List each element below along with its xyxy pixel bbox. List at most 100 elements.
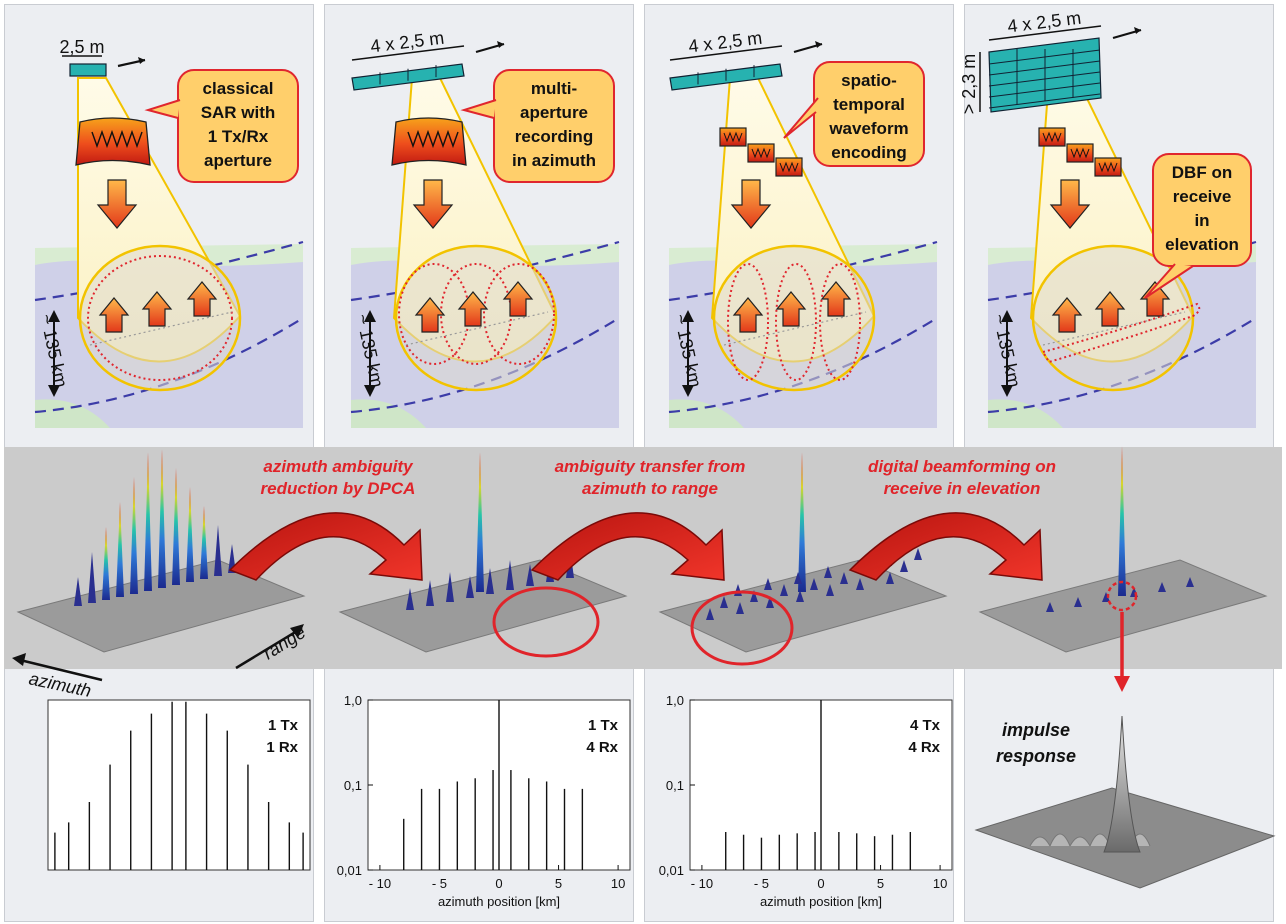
target-arrow-1 (1094, 291, 1126, 327)
tx-rx-label: 4 Rx (908, 739, 940, 756)
panel-geometry-waveform: ~ 135 km4 x 2,5 mspatio-temporalwaveform… (668, 28, 938, 428)
antenna-label: 2,5 m (59, 37, 104, 57)
swath-dim-arrow-down (682, 385, 694, 397)
callout-line: spatio- (841, 71, 897, 90)
down-arrow (1049, 179, 1091, 229)
transition-1: ambiguity transfer from azimuth to range (530, 457, 745, 581)
pulse-wave (91, 129, 143, 149)
ambiguity-spike-8 (186, 487, 194, 582)
ambiguity-spike-5 (1158, 582, 1166, 592)
x-tick-label: 5 (877, 876, 884, 891)
x-tick-label: 0 (817, 876, 824, 891)
ambiguity-spike-2 (736, 602, 744, 614)
plot-area (47, 699, 311, 871)
range-arrowhead (290, 624, 304, 638)
antenna-label: 4 x 2,5 m (687, 28, 763, 57)
sub-beam-2 (819, 263, 861, 381)
callout-line: multi- (531, 79, 577, 98)
ambiguity-spike-2 (102, 527, 110, 600)
callout-line: 1 Tx/Rx (208, 127, 269, 146)
callout-line: elevation (1165, 235, 1239, 254)
callout-line: encoding (831, 143, 907, 162)
ambiguity-spike-5 (144, 452, 152, 591)
callout-line: waveform (828, 119, 908, 138)
callout-line: receive (1173, 187, 1232, 206)
ambiguity-spike-6 (506, 560, 514, 590)
x-axis-label: azimuth position [km] (438, 894, 560, 909)
y-tick-label: 1,0 (344, 693, 362, 708)
azimuth-arrowhead (12, 653, 26, 666)
ambiguity-spike-4 (796, 590, 804, 602)
impulse-response: impulse response (974, 715, 1276, 889)
ambiguity-spike-7 (886, 572, 894, 584)
ambiguity-spike-10 (214, 525, 222, 576)
ambiguity-circle (492, 586, 600, 658)
sub-beam-2 (483, 263, 555, 365)
ambiguity-spike-1 (88, 552, 96, 603)
flight-arrowhead (497, 41, 504, 48)
ambiguity-spike-10 (780, 584, 788, 596)
callout-line: classical (203, 79, 274, 98)
antenna-panel (69, 63, 107, 77)
callout-line: in (1194, 211, 1209, 230)
land-patch (988, 399, 1063, 428)
antenna-dim-line (988, 25, 1102, 41)
ambiguity-spike-6 (856, 578, 864, 590)
callout-line: aperture (204, 151, 272, 170)
transition-arrow (848, 512, 1043, 581)
callout-bubble (1152, 153, 1252, 267)
ambiguity-spike-7 (172, 468, 180, 585)
callout-line: SAR with (201, 103, 276, 122)
callout-line: in azimuth (512, 151, 596, 170)
down-arrow (96, 179, 138, 229)
sidelobe-2 (1069, 836, 1091, 847)
callout-tail (460, 99, 497, 119)
tx-rx-label: 1 Tx (588, 717, 619, 734)
target-arrow-2 (1139, 281, 1171, 317)
ambiguity-spike-0 (74, 577, 82, 606)
target-arrow-2 (502, 281, 534, 317)
coded-pulse-1 (747, 143, 775, 163)
main-lobe (1103, 715, 1141, 853)
chart-0: 1 Tx 1 Rx (47, 699, 311, 871)
ground-plane (978, 559, 1268, 653)
target-arrow-0 (732, 297, 764, 333)
pulse-wave (407, 129, 459, 149)
callout-tail (144, 99, 181, 119)
flight-arrowhead (138, 57, 145, 64)
land-patch (669, 399, 744, 428)
tx-rx-label: 1 Rx (266, 739, 298, 756)
x-tick-label: - 10 (691, 876, 713, 891)
target-arrow-1 (775, 291, 807, 327)
ambiguity-spike-5 (826, 584, 834, 596)
ambiguity-spike-0 (476, 452, 484, 592)
sub-beam-0 (727, 263, 769, 381)
tx-rx-label: 4 Tx (910, 717, 941, 734)
x-tick-label: 10 (611, 876, 625, 891)
ambiguity-spike-15 (734, 584, 742, 596)
target-arrow-0 (1051, 297, 1083, 333)
ambiguity-spike-9 (200, 506, 208, 579)
target-arrow-2 (186, 281, 218, 317)
ambiguity-spike-1 (706, 608, 714, 620)
land-patch (351, 399, 426, 428)
ambiguity-spike-3 (1102, 592, 1110, 602)
coded-pulse-0 (719, 127, 747, 147)
ambiguity-spike-6 (1186, 577, 1194, 587)
impulse-word: impulse (1002, 720, 1070, 740)
transition-0: azimuth ambiguity reduction by DPCA (228, 457, 423, 581)
swath-dim-arrow-up (48, 310, 60, 322)
x-tick-label: 5 (555, 876, 562, 891)
coded-wave-1 (1070, 147, 1090, 159)
ambiguity-spike-17 (794, 572, 802, 584)
ambiguity-spike-2 (426, 580, 434, 606)
ambiguity-spike-6 (158, 449, 166, 588)
elevation-beam (1041, 302, 1201, 364)
callout-bubble (493, 69, 615, 183)
coded-pulse-2 (1094, 157, 1122, 177)
land-patch (35, 399, 110, 428)
callout-line: temporal (833, 95, 905, 114)
ambiguity-spike-18 (824, 566, 832, 578)
ambiguity-spike-11 (810, 578, 818, 590)
range-word: range (260, 622, 310, 663)
